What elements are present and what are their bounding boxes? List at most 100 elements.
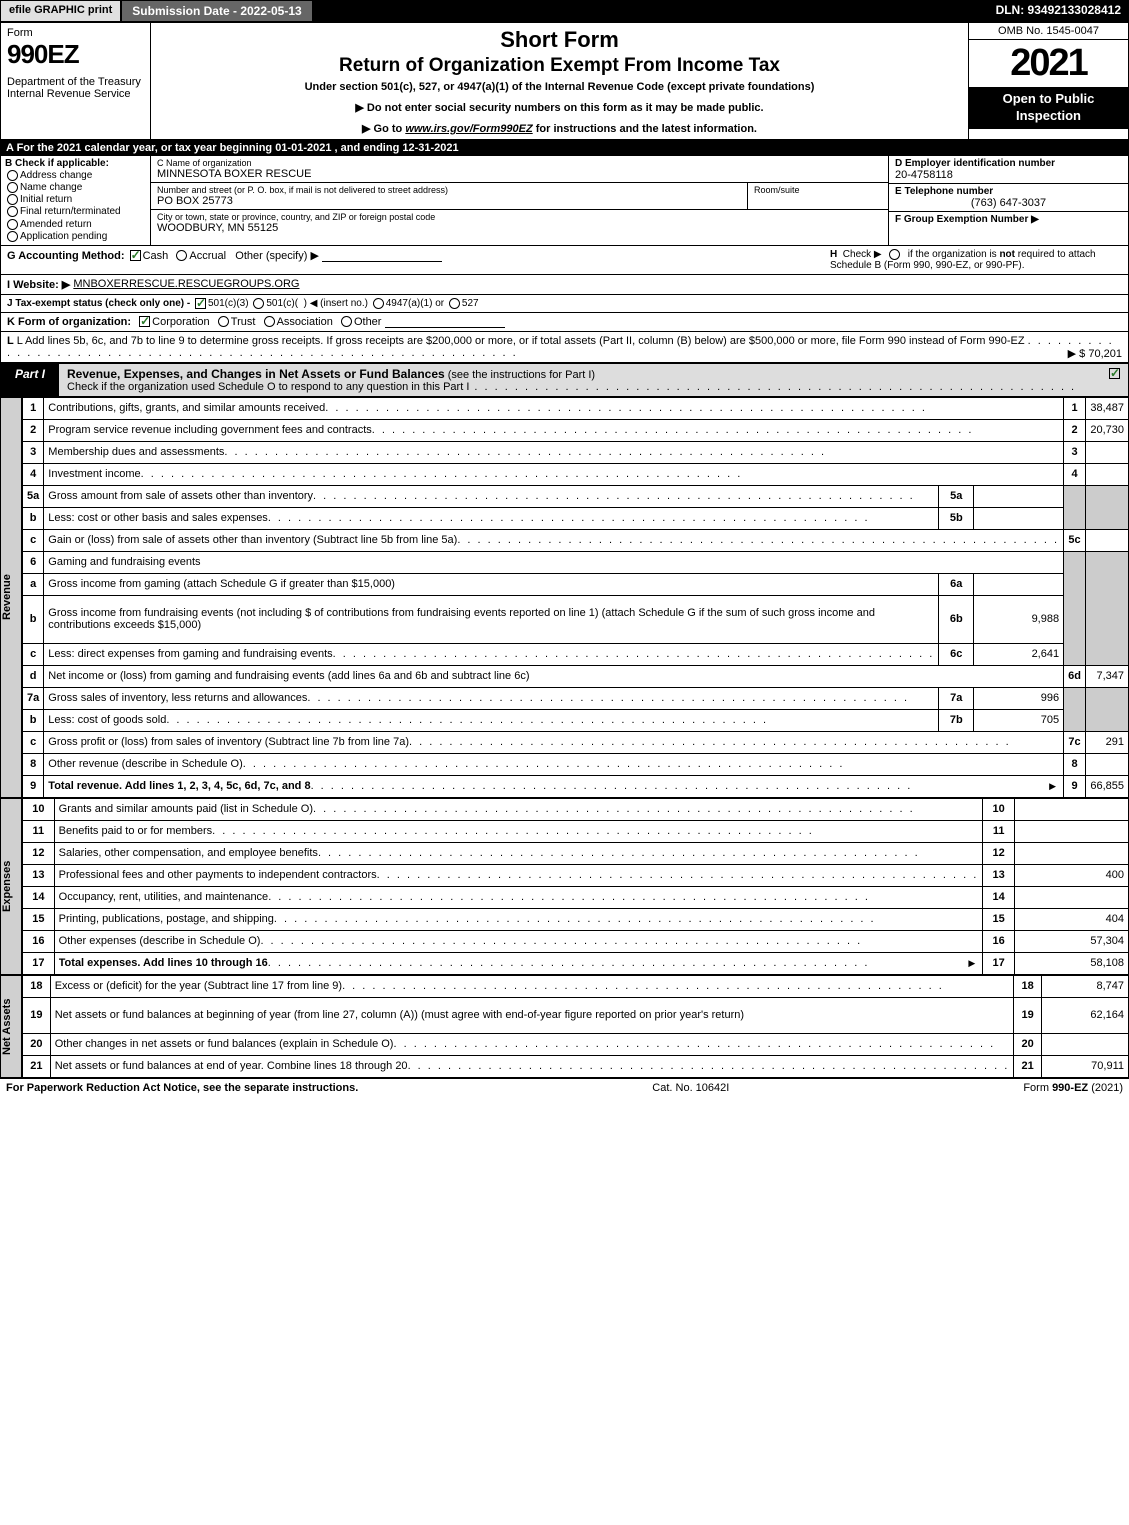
footer-form: Form 990-EZ (2021) xyxy=(1023,1082,1123,1094)
footer: For Paperwork Reduction Act Notice, see … xyxy=(0,1078,1129,1097)
website-value[interactable]: MNBOXERRESCUE.RESCUEGROUPS.ORG xyxy=(73,278,299,290)
chk-amended-return[interactable]: Amended return xyxy=(5,219,146,230)
revenue-table: 1Contributions, gifts, grants, and simil… xyxy=(22,397,1129,798)
chk-initial-return[interactable]: Initial return xyxy=(5,194,146,205)
line-7c: cGross profit or (loss) from sales of in… xyxy=(23,731,1129,753)
tel-value: (763) 647-3037 xyxy=(895,197,1122,209)
line-2: 2Program service revenue including gover… xyxy=(23,419,1129,441)
line-5b: bLess: cost or other basis and sales exp… xyxy=(23,507,1129,529)
line-4: 4Investment income4 xyxy=(23,463,1129,485)
row-i: I Website: ▶ MNBOXERRESCUE.RESCUEGROUPS.… xyxy=(0,275,1129,295)
instr-post: for instructions and the latest informat… xyxy=(533,123,757,135)
city-value: WOODBURY, MN 55125 xyxy=(157,222,882,234)
instr-pre: ▶ Go to xyxy=(362,123,405,135)
line-16: 16Other expenses (describe in Schedule O… xyxy=(23,930,1129,952)
line-5a: 5aGross amount from sale of assets other… xyxy=(23,485,1129,507)
expenses-section: Expenses 10Grants and similar amounts pa… xyxy=(0,798,1129,975)
chk-501c[interactable] xyxy=(253,298,264,309)
chk-501c3[interactable] xyxy=(195,298,206,309)
department: Department of the Treasury Internal Reve… xyxy=(7,76,144,100)
chk-4947[interactable] xyxy=(373,298,384,309)
line-1: 1Contributions, gifts, grants, and simil… xyxy=(23,397,1129,419)
city-row: City or town, state or province, country… xyxy=(151,210,888,236)
chk-association[interactable] xyxy=(264,316,275,327)
org-name: MINNESOTA BOXER RESCUE xyxy=(157,168,882,180)
group-exemption-label: F Group Exemption Number ▶ xyxy=(895,214,1122,225)
b-header: B Check if applicable: xyxy=(5,158,146,169)
tax-year: 2021 xyxy=(969,40,1128,87)
chk-corporation[interactable] xyxy=(139,316,150,327)
side-expenses: Expenses xyxy=(0,798,22,975)
line-9: 9Total revenue. Add lines 1, 2, 3, 4, 5c… xyxy=(23,775,1129,797)
footer-catalog: Cat. No. 10642I xyxy=(358,1082,1023,1094)
form-number: 990EZ xyxy=(7,39,144,70)
chk-final-return[interactable]: Final return/terminated xyxy=(5,206,146,217)
line-7a: 7aGross sales of inventory, less returns… xyxy=(23,687,1129,709)
chk-trust[interactable] xyxy=(218,316,229,327)
chk-schedule-b[interactable] xyxy=(889,249,900,260)
other-org-input[interactable] xyxy=(385,316,505,328)
chk-address-change[interactable]: Address change xyxy=(5,170,146,181)
other-specify-input[interactable] xyxy=(322,250,442,262)
street-value: PO BOX 25773 xyxy=(157,195,741,207)
room-label: Room/suite xyxy=(754,185,882,195)
chk-527[interactable] xyxy=(449,298,460,309)
line-19: 19Net assets or fund balances at beginni… xyxy=(23,997,1129,1033)
l-amount: ▶ $ 70,201 xyxy=(1068,347,1122,360)
net-assets-table: 18Excess or (deficit) for the year (Subt… xyxy=(22,975,1129,1078)
line-6b: bGross income from fundraising events (n… xyxy=(23,595,1129,643)
chk-cash[interactable] xyxy=(130,250,141,261)
line-11: 11Benefits paid to or for members11 xyxy=(23,820,1129,842)
side-revenue: Revenue xyxy=(0,397,22,798)
line-7b: bLess: cost of goods sold7b705 xyxy=(23,709,1129,731)
revenue-section: Revenue 1Contributions, gifts, grants, a… xyxy=(0,397,1129,798)
header-left: Form 990EZ Department of the Treasury In… xyxy=(1,23,151,139)
header-center: Short Form Return of Organization Exempt… xyxy=(151,23,968,139)
chk-application-pending[interactable]: Application pending xyxy=(5,231,146,242)
line-6a: aGross income from gaming (attach Schedu… xyxy=(23,573,1129,595)
efile-print-button[interactable]: efile GRAPHIC print xyxy=(0,0,121,22)
title-return: Return of Organization Exempt From Incom… xyxy=(161,55,958,77)
line-8: 8Other revenue (describe in Schedule O)8 xyxy=(23,753,1129,775)
line-6d: dNet income or (loss) from gaming and fu… xyxy=(23,665,1129,687)
header-right: OMB No. 1545-0047 2021 Open to Public In… xyxy=(968,23,1128,139)
part-i-title: Revenue, Expenses, and Changes in Net As… xyxy=(59,364,1101,396)
line-17: 17Total expenses. Add lines 10 through 1… xyxy=(23,952,1129,974)
k-label: K Form of organization: xyxy=(7,316,131,328)
chk-part-i-schedule-o[interactable] xyxy=(1109,368,1120,379)
street-row: Number and street (or P. O. box, if mail… xyxy=(151,183,888,210)
h-text: H Check ▶ if the organization is not req… xyxy=(822,249,1122,271)
col-d: D Employer identification number 20-4758… xyxy=(888,156,1128,245)
row-g-h: G Accounting Method: Cash Accrual Other … xyxy=(0,246,1129,275)
subtitle: Under section 501(c), 527, or 4947(a)(1)… xyxy=(161,81,958,93)
row-a: A For the 2021 calendar year, or tax yea… xyxy=(0,140,1129,156)
line-6c: cLess: direct expenses from gaming and f… xyxy=(23,643,1129,665)
line-3: 3Membership dues and assessments3 xyxy=(23,441,1129,463)
line-12: 12Salaries, other compensation, and empl… xyxy=(23,842,1129,864)
row-k: K Form of organization: Corporation Trus… xyxy=(0,313,1129,332)
line-10: 10Grants and similar amounts paid (list … xyxy=(23,798,1129,820)
instr-goto: ▶ Go to www.irs.gov/Form990EZ for instru… xyxy=(161,122,958,135)
chk-name-change[interactable]: Name change xyxy=(5,182,146,193)
topbar: efile GRAPHIC print Submission Date - 20… xyxy=(0,0,1129,22)
chk-accrual[interactable] xyxy=(176,250,187,261)
title-short-form: Short Form xyxy=(161,27,958,53)
irs-link[interactable]: www.irs.gov/Form990EZ xyxy=(405,123,532,135)
form-word: Form xyxy=(7,27,144,39)
org-name-row: C Name of organization MINNESOTA BOXER R… xyxy=(151,156,888,183)
omb-number: OMB No. 1545-0047 xyxy=(969,23,1128,40)
ein-value: 20-4758118 xyxy=(895,169,1122,181)
col-c: C Name of organization MINNESOTA BOXER R… xyxy=(151,156,888,245)
side-net-assets: Net Assets xyxy=(0,975,22,1078)
open-to-public: Open to Public Inspection xyxy=(969,87,1128,129)
chk-other-org[interactable] xyxy=(341,316,352,327)
expenses-table: 10Grants and similar amounts paid (list … xyxy=(22,798,1129,975)
row-l: L L Add lines 5b, 6c, and 7b to line 9 t… xyxy=(0,332,1129,363)
line-18: 18Excess or (deficit) for the year (Subt… xyxy=(23,975,1129,997)
name-label: C Name of organization xyxy=(157,158,882,168)
part-i-sub: Check if the organization used Schedule … xyxy=(67,381,469,393)
i-label: I Website: ▶ xyxy=(7,278,70,291)
net-assets-section: Net Assets 18Excess or (deficit) for the… xyxy=(0,975,1129,1078)
dln: DLN: 93492133028412 xyxy=(988,0,1129,22)
line-20: 20Other changes in net assets or fund ba… xyxy=(23,1033,1129,1055)
